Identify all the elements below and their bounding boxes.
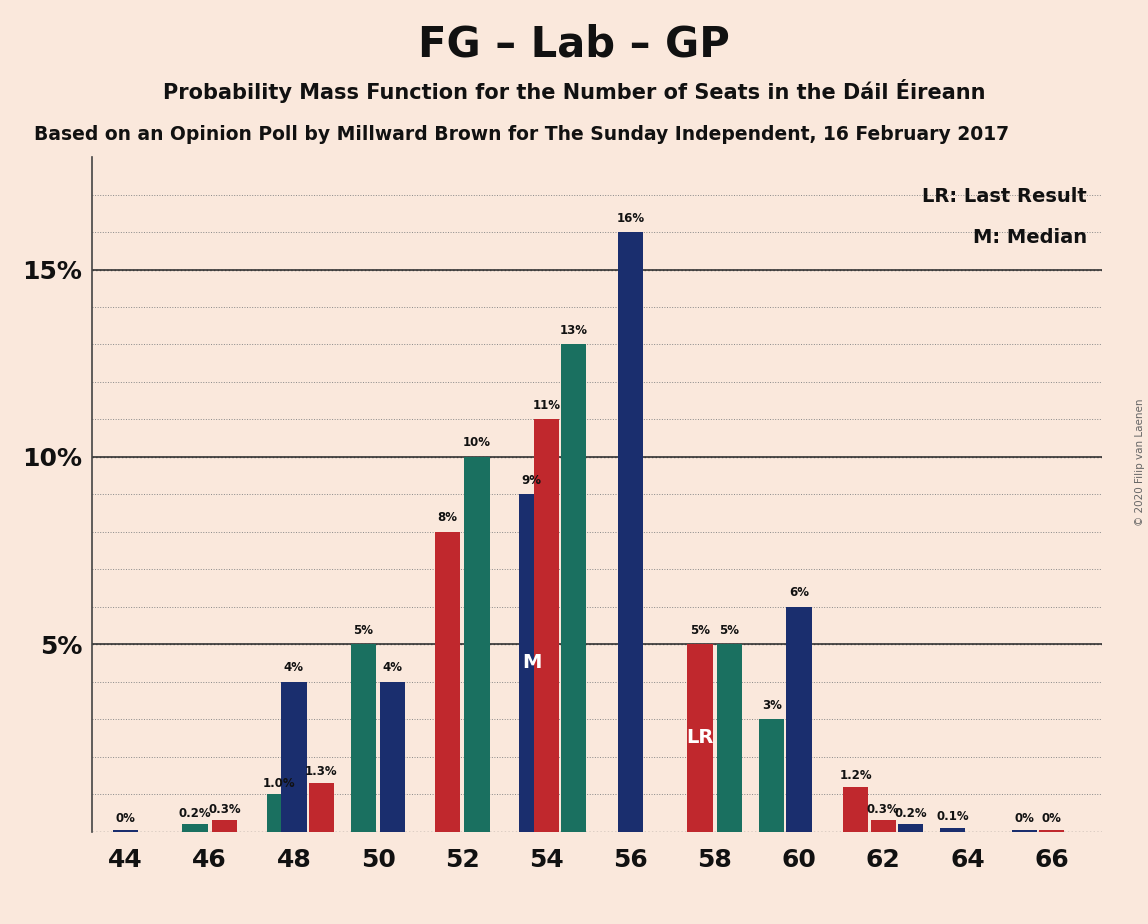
- Bar: [266, 794, 292, 832]
- Text: 4%: 4%: [284, 662, 304, 675]
- Bar: [843, 786, 868, 832]
- Text: 6%: 6%: [789, 586, 809, 600]
- Bar: [519, 494, 544, 832]
- Text: 0.2%: 0.2%: [179, 807, 211, 820]
- Text: 1.2%: 1.2%: [839, 769, 872, 782]
- Bar: [561, 345, 587, 832]
- Bar: [759, 719, 784, 832]
- Text: 1.0%: 1.0%: [263, 777, 295, 790]
- Bar: [309, 783, 334, 832]
- Bar: [940, 828, 965, 832]
- Text: 0%: 0%: [1015, 812, 1034, 825]
- Text: 5%: 5%: [720, 624, 739, 637]
- Text: 8%: 8%: [437, 511, 458, 524]
- Bar: [281, 682, 307, 832]
- Text: 13%: 13%: [560, 324, 588, 337]
- Text: 1.3%: 1.3%: [305, 765, 338, 778]
- Bar: [688, 644, 713, 832]
- Text: 4%: 4%: [382, 662, 403, 675]
- Bar: [464, 456, 489, 832]
- Text: M: Median: M: Median: [972, 228, 1087, 247]
- Text: LR: Last Result: LR: Last Result: [922, 188, 1087, 206]
- Bar: [211, 821, 236, 832]
- Bar: [870, 821, 895, 832]
- Text: LR: LR: [687, 728, 714, 748]
- Text: 0%: 0%: [1041, 812, 1062, 825]
- Text: Probability Mass Function for the Number of Seats in the Dáil Éireann: Probability Mass Function for the Number…: [163, 79, 985, 103]
- Bar: [716, 644, 742, 832]
- Bar: [786, 607, 812, 832]
- Bar: [898, 824, 923, 832]
- Text: 9%: 9%: [521, 474, 542, 487]
- Bar: [1039, 830, 1064, 832]
- Bar: [534, 419, 559, 832]
- Bar: [113, 830, 138, 832]
- Text: 10%: 10%: [463, 436, 491, 449]
- Text: 0.3%: 0.3%: [867, 803, 900, 816]
- Text: 16%: 16%: [616, 212, 645, 225]
- Bar: [1011, 830, 1037, 832]
- Bar: [618, 232, 643, 832]
- Bar: [183, 824, 208, 832]
- Bar: [435, 532, 460, 832]
- Text: 5%: 5%: [690, 624, 711, 637]
- Text: 0%: 0%: [116, 812, 135, 825]
- Text: 5%: 5%: [354, 624, 373, 637]
- Text: M: M: [522, 653, 542, 673]
- Text: Based on an Opinion Poll by Millward Brown for The Sunday Independent, 16 Februa: Based on an Opinion Poll by Millward Bro…: [34, 125, 1009, 144]
- Text: 0.1%: 0.1%: [937, 810, 969, 823]
- Bar: [380, 682, 405, 832]
- Text: FG – Lab – GP: FG – Lab – GP: [418, 23, 730, 65]
- Text: 11%: 11%: [533, 399, 560, 412]
- Text: © 2020 Filip van Laenen: © 2020 Filip van Laenen: [1135, 398, 1145, 526]
- Text: 0.2%: 0.2%: [894, 807, 926, 820]
- Text: 3%: 3%: [762, 699, 782, 711]
- Bar: [350, 644, 375, 832]
- Text: 0.3%: 0.3%: [208, 803, 241, 816]
